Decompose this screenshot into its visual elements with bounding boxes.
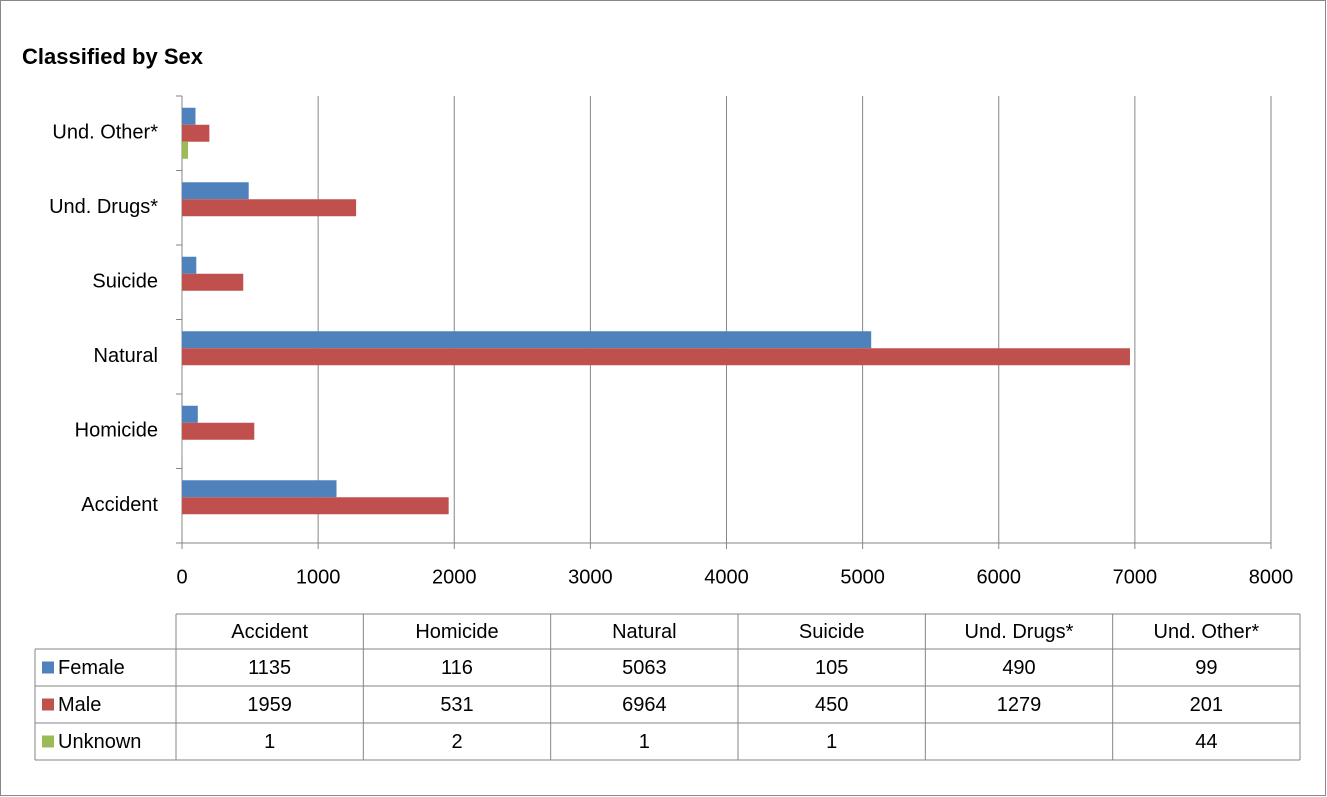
bar	[182, 256, 197, 274]
legend-label: Unknown	[58, 731, 141, 753]
bar	[182, 182, 249, 200]
y-tick-label: Homicide	[75, 420, 158, 442]
table-cell: 116	[441, 657, 473, 679]
table-header: Und. Drugs*	[965, 621, 1074, 643]
table-header: Und. Other*	[1154, 621, 1260, 643]
table-cell: 2	[451, 731, 462, 753]
table-cell: 6964	[622, 694, 667, 716]
x-tick-label: 3000	[568, 566, 613, 588]
y-tick-label: Accident	[81, 494, 158, 516]
x-tick-label: 4000	[704, 566, 749, 588]
x-tick-label: 8000	[1249, 566, 1294, 588]
bar	[182, 348, 1130, 366]
legend-key	[42, 698, 54, 711]
chart-title: Classified by Sex	[22, 44, 204, 69]
table-header: Suicide	[799, 621, 865, 643]
table-cell: 450	[815, 694, 848, 716]
table-cell: 1	[264, 731, 275, 753]
x-tick-label: 6000	[977, 566, 1022, 588]
table-cell: 99	[1195, 657, 1217, 679]
table-cell: 1	[826, 731, 837, 753]
bar	[182, 480, 337, 498]
x-tick-label: 0	[176, 566, 187, 588]
table-cell: 105	[815, 657, 848, 679]
x-tick-label: 7000	[1113, 566, 1158, 588]
x-tick-label: 1000	[296, 566, 341, 588]
table-cell: 1279	[997, 694, 1042, 716]
x-tick-label: 5000	[840, 566, 885, 588]
table-header: Accident	[231, 621, 308, 643]
legend-label: Female	[58, 657, 125, 679]
bar	[182, 497, 449, 515]
y-tick-label: Und. Other*	[52, 122, 158, 144]
table-cell: 1135	[248, 657, 291, 679]
y-tick-label: Suicide	[92, 271, 158, 293]
table-cell: 5063	[622, 657, 667, 679]
table-cell: 490	[1002, 657, 1035, 679]
bar	[182, 199, 357, 217]
table-header: Homicide	[415, 621, 498, 643]
bar	[182, 107, 196, 125]
legend-key	[42, 735, 54, 748]
table-cell: 201	[1190, 694, 1223, 716]
bar	[182, 124, 210, 142]
legend-label: Male	[58, 694, 101, 716]
table-cell: 531	[440, 694, 473, 716]
table-cell: 44	[1195, 731, 1217, 753]
bar	[182, 405, 198, 423]
y-tick-label: Und. Drugs*	[49, 196, 158, 218]
bar	[182, 141, 188, 159]
y-tick-label: Natural	[94, 345, 158, 367]
x-tick-label: 2000	[432, 566, 477, 588]
table-cell: 1	[639, 731, 650, 753]
bar	[182, 331, 872, 349]
table-cell: 1959	[247, 694, 292, 716]
legend-key	[42, 661, 54, 674]
bar	[182, 273, 244, 291]
table-header: Natural	[612, 621, 676, 643]
bar	[182, 422, 255, 440]
